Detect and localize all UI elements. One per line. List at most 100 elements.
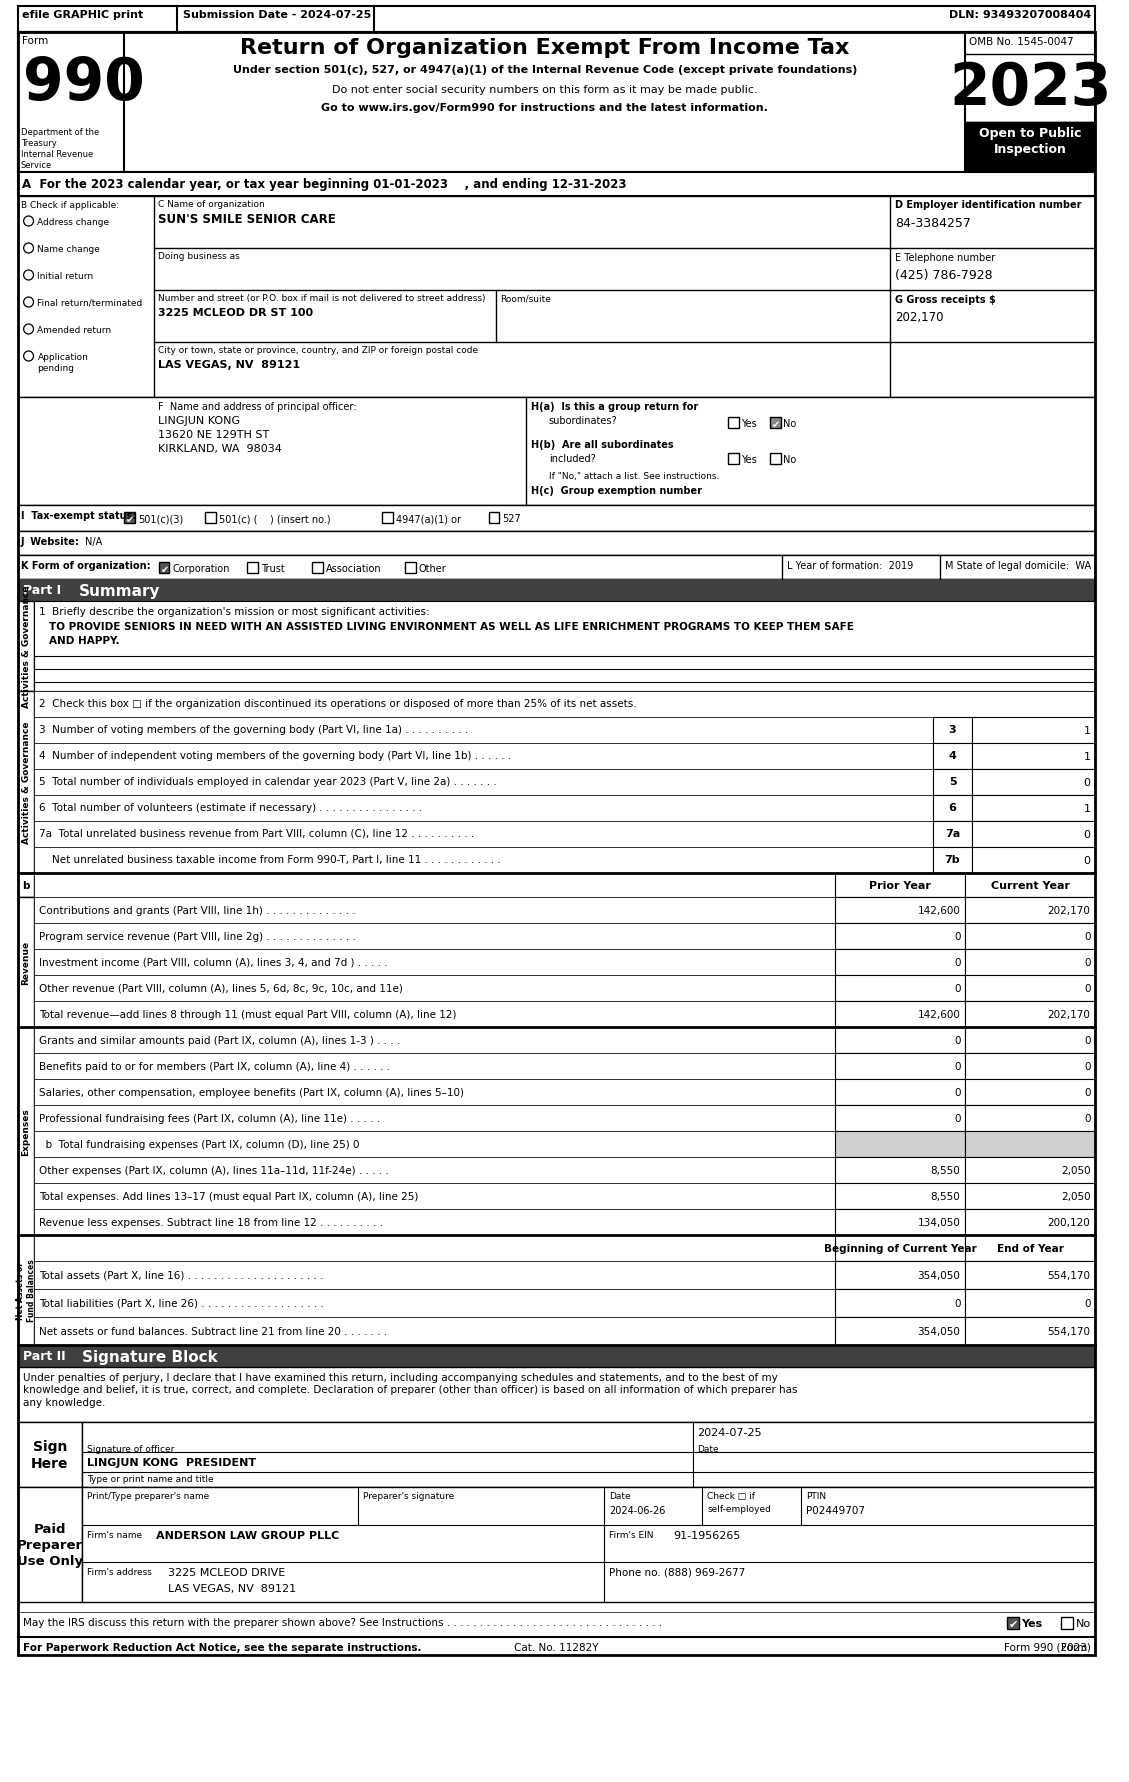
Text: 0: 0	[1084, 957, 1091, 968]
Text: 354,050: 354,050	[918, 1271, 961, 1279]
Bar	[965, 1317, 1095, 1345]
Text: Doing business as: Doing business as	[158, 251, 239, 260]
Text: Under penalties of perjury, I declare that I have examined this return, includin: Under penalties of perjury, I declare th…	[23, 1372, 797, 1408]
Bar	[835, 1080, 965, 1105]
Text: Total assets (Part X, line 16) . . . . . . . . . . . . . . . . . . . . .: Total assets (Part X, line 16) . . . . .…	[40, 1271, 324, 1279]
Text: LAS VEGAS, NV  89121: LAS VEGAS, NV 89121	[158, 360, 299, 371]
Bar	[965, 1157, 1095, 1183]
Text: 0: 0	[1084, 984, 1091, 993]
Text: 0: 0	[1084, 1062, 1091, 1071]
Bar	[35, 950, 835, 975]
Bar	[1061, 1616, 1073, 1629]
Bar	[835, 975, 965, 1001]
Text: Net Assets or
Fund Balances: Net Assets or Fund Balances	[17, 1258, 36, 1322]
Text: Corporation: Corporation	[173, 563, 230, 574]
Text: 990: 990	[23, 55, 145, 112]
Bar	[972, 743, 1095, 770]
Bar	[835, 923, 965, 950]
Bar	[18, 691, 35, 873]
Text: Part II: Part II	[23, 1349, 65, 1361]
Bar	[965, 1183, 1095, 1210]
Text: Activities & Governance: Activities & Governance	[21, 722, 30, 843]
Text: LINGJUN KONG: LINGJUN KONG	[158, 415, 239, 426]
Text: 202,170: 202,170	[1048, 1009, 1091, 1019]
Bar	[933, 795, 972, 822]
Text: 0: 0	[1084, 1087, 1091, 1098]
Text: Application
pending: Application pending	[37, 353, 88, 372]
Text: 200,120: 200,120	[1048, 1217, 1091, 1228]
Bar	[18, 898, 35, 1028]
Bar	[35, 1001, 835, 1028]
Bar	[383, 513, 393, 524]
Text: 3  Number of voting members of the governing body (Part VI, line 1a) . . . . . .: 3 Number of voting members of the govern…	[40, 725, 469, 734]
Text: Department of the
Treasury
Internal Revenue
Service: Department of the Treasury Internal Reve…	[20, 128, 99, 171]
Text: 0: 0	[954, 957, 961, 968]
Text: A  For the 2023 calendar year, or tax year beginning 01-01-2023    , and ending : A For the 2023 calendar year, or tax yea…	[21, 178, 627, 191]
Text: G Gross receipts $: G Gross receipts $	[895, 294, 996, 305]
Bar	[965, 975, 1095, 1001]
Text: Total expenses. Add lines 13–17 (must equal Part IX, column (A), line 25): Total expenses. Add lines 13–17 (must eq…	[40, 1192, 419, 1201]
Text: 2024-07-25: 2024-07-25	[698, 1427, 762, 1438]
Text: Phone no. (888) 969-2677: Phone no. (888) 969-2677	[609, 1566, 745, 1577]
Text: AND HAPPY.: AND HAPPY.	[50, 636, 120, 645]
Bar	[18, 34, 1095, 173]
Bar	[18, 1345, 1095, 1367]
Text: 527: 527	[502, 513, 522, 524]
Text: DLN: 93493207008404: DLN: 93493207008404	[949, 11, 1092, 20]
Text: Revenue: Revenue	[21, 941, 30, 984]
Text: Paid
Preparer
Use Only: Paid Preparer Use Only	[17, 1522, 82, 1566]
Text: Sign
Here: Sign Here	[30, 1440, 69, 1470]
Bar	[835, 1053, 965, 1080]
Text: Program service revenue (Part VIII, line 2g) . . . . . . . . . . . . . .: Program service revenue (Part VIII, line…	[40, 932, 357, 941]
Bar	[835, 1210, 965, 1235]
Text: 3225 MCLEOD DRIVE: 3225 MCLEOD DRIVE	[168, 1566, 286, 1577]
Text: 13620 NE 129TH ST: 13620 NE 129TH ST	[158, 429, 269, 440]
Text: Activities & Governance: Activities & Governance	[21, 586, 30, 707]
Text: Summary: Summary	[79, 584, 160, 599]
Text: TO PROVIDE SENIORS IN NEED WITH AN ASSISTED LIVING ENVIRONMENT AS WELL AS LIFE E: TO PROVIDE SENIORS IN NEED WITH AN ASSIS…	[50, 622, 855, 631]
Bar	[35, 848, 933, 873]
Text: Under section 501(c), 527, or 4947(a)(1) of the Internal Revenue Code (except pr: Under section 501(c), 527, or 4947(a)(1)…	[233, 64, 857, 75]
Text: No: No	[784, 419, 796, 429]
Bar	[35, 1105, 835, 1132]
Text: Initial return: Initial return	[37, 273, 94, 282]
Bar	[770, 417, 781, 429]
Text: Yes: Yes	[741, 454, 756, 465]
Text: Salaries, other compensation, employee benefits (Part IX, column (A), lines 5–10: Salaries, other compensation, employee b…	[40, 1087, 464, 1098]
Text: SUN'S SMILE SENIOR CARE: SUN'S SMILE SENIOR CARE	[158, 212, 335, 226]
Text: End of Year: End of Year	[997, 1244, 1064, 1253]
Text: b  Total fundraising expenses (Part IX, column (D), line 25) 0: b Total fundraising expenses (Part IX, c…	[40, 1139, 360, 1149]
Bar	[18, 196, 1095, 397]
Text: I  Tax-exempt status:: I Tax-exempt status:	[20, 511, 137, 520]
Bar	[18, 556, 1095, 579]
Text: ✔: ✔	[1008, 1620, 1018, 1629]
Text: 501(c) (    ) (insert no.): 501(c) ( ) (insert no.)	[219, 513, 331, 524]
Text: 0: 0	[954, 984, 961, 993]
Text: City or town, state or province, country, and ZIP or foreign postal code: City or town, state or province, country…	[158, 346, 478, 355]
Text: D Employer identification number: D Employer identification number	[895, 200, 1082, 210]
Text: K Form of organization:: K Form of organization:	[20, 561, 150, 570]
Bar	[35, 1080, 835, 1105]
Text: 1: 1	[1084, 725, 1091, 736]
Bar	[124, 513, 135, 524]
Bar	[835, 1001, 965, 1028]
Text: Address change: Address change	[37, 217, 110, 226]
Bar	[972, 770, 1095, 795]
Text: 0: 0	[1084, 1114, 1091, 1123]
Text: 7a  Total unrelated business revenue from Part VIII, column (C), line 12 . . . .: 7a Total unrelated business revenue from…	[40, 829, 474, 839]
Bar	[18, 1367, 1095, 1422]
Text: 0: 0	[1084, 1035, 1091, 1046]
Text: 4  Number of independent voting members of the governing body (Part VI, line 1b): 4 Number of independent voting members o…	[40, 750, 511, 761]
Bar	[158, 563, 169, 574]
Bar	[35, 691, 1095, 718]
Text: LINGJUN KONG  PRESIDENT: LINGJUN KONG PRESIDENT	[87, 1458, 256, 1467]
Bar	[18, 1488, 81, 1602]
Text: 3225 MCLEOD DR ST 100: 3225 MCLEOD DR ST 100	[158, 308, 313, 317]
Bar	[933, 848, 972, 873]
Text: 202,170: 202,170	[1048, 905, 1091, 916]
Text: Other expenses (Part IX, column (A), lines 11a–11d, 11f-24e) . . . . .: Other expenses (Part IX, column (A), lin…	[40, 1165, 390, 1176]
Text: 142,600: 142,600	[918, 905, 961, 916]
Bar	[965, 873, 1095, 898]
Bar	[835, 1157, 965, 1183]
Text: Form 990 (2023): Form 990 (2023)	[1004, 1641, 1091, 1652]
